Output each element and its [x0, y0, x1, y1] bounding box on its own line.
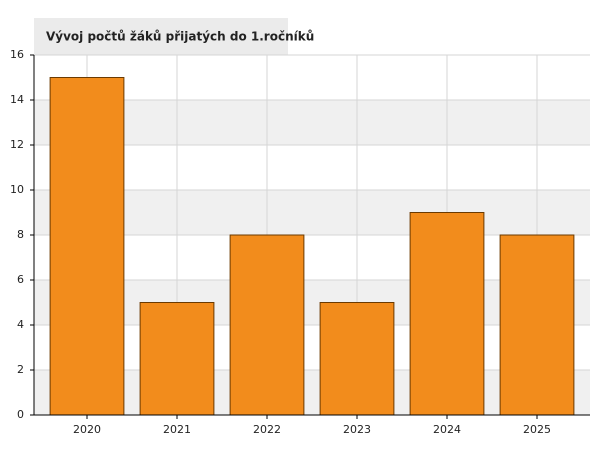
x-tick-label: 2024 [433, 423, 461, 436]
bar [229, 234, 305, 416]
x-tick-label: 2025 [523, 423, 551, 436]
y-tick-label: 12 [10, 138, 24, 151]
bar [409, 212, 485, 416]
grid-band [34, 370, 590, 415]
x-tick-label: 2023 [343, 423, 371, 436]
bar [49, 77, 125, 416]
bar [499, 234, 575, 416]
x-tick-label: 2021 [163, 423, 191, 436]
y-tick-label: 8 [17, 228, 24, 241]
y-tick-label: 6 [17, 273, 24, 286]
y-tick-label: 10 [10, 183, 24, 196]
chart-title: Vývoj počtů žáků přijatých do 1.ročníků [46, 30, 314, 44]
grid-band [34, 190, 590, 235]
y-tick-label: 4 [17, 318, 24, 331]
x-tick-label: 2020 [73, 423, 101, 436]
title-box [34, 18, 288, 55]
y-tick-label: 14 [10, 93, 24, 106]
grid-band [34, 280, 590, 325]
x-tick-label: 2022 [253, 423, 281, 436]
y-tick-label: 0 [17, 408, 24, 421]
bar [139, 302, 215, 416]
y-tick-label: 16 [10, 48, 24, 61]
grid-band [34, 100, 590, 145]
y-tick-label: 2 [17, 363, 24, 376]
bar [319, 302, 395, 416]
